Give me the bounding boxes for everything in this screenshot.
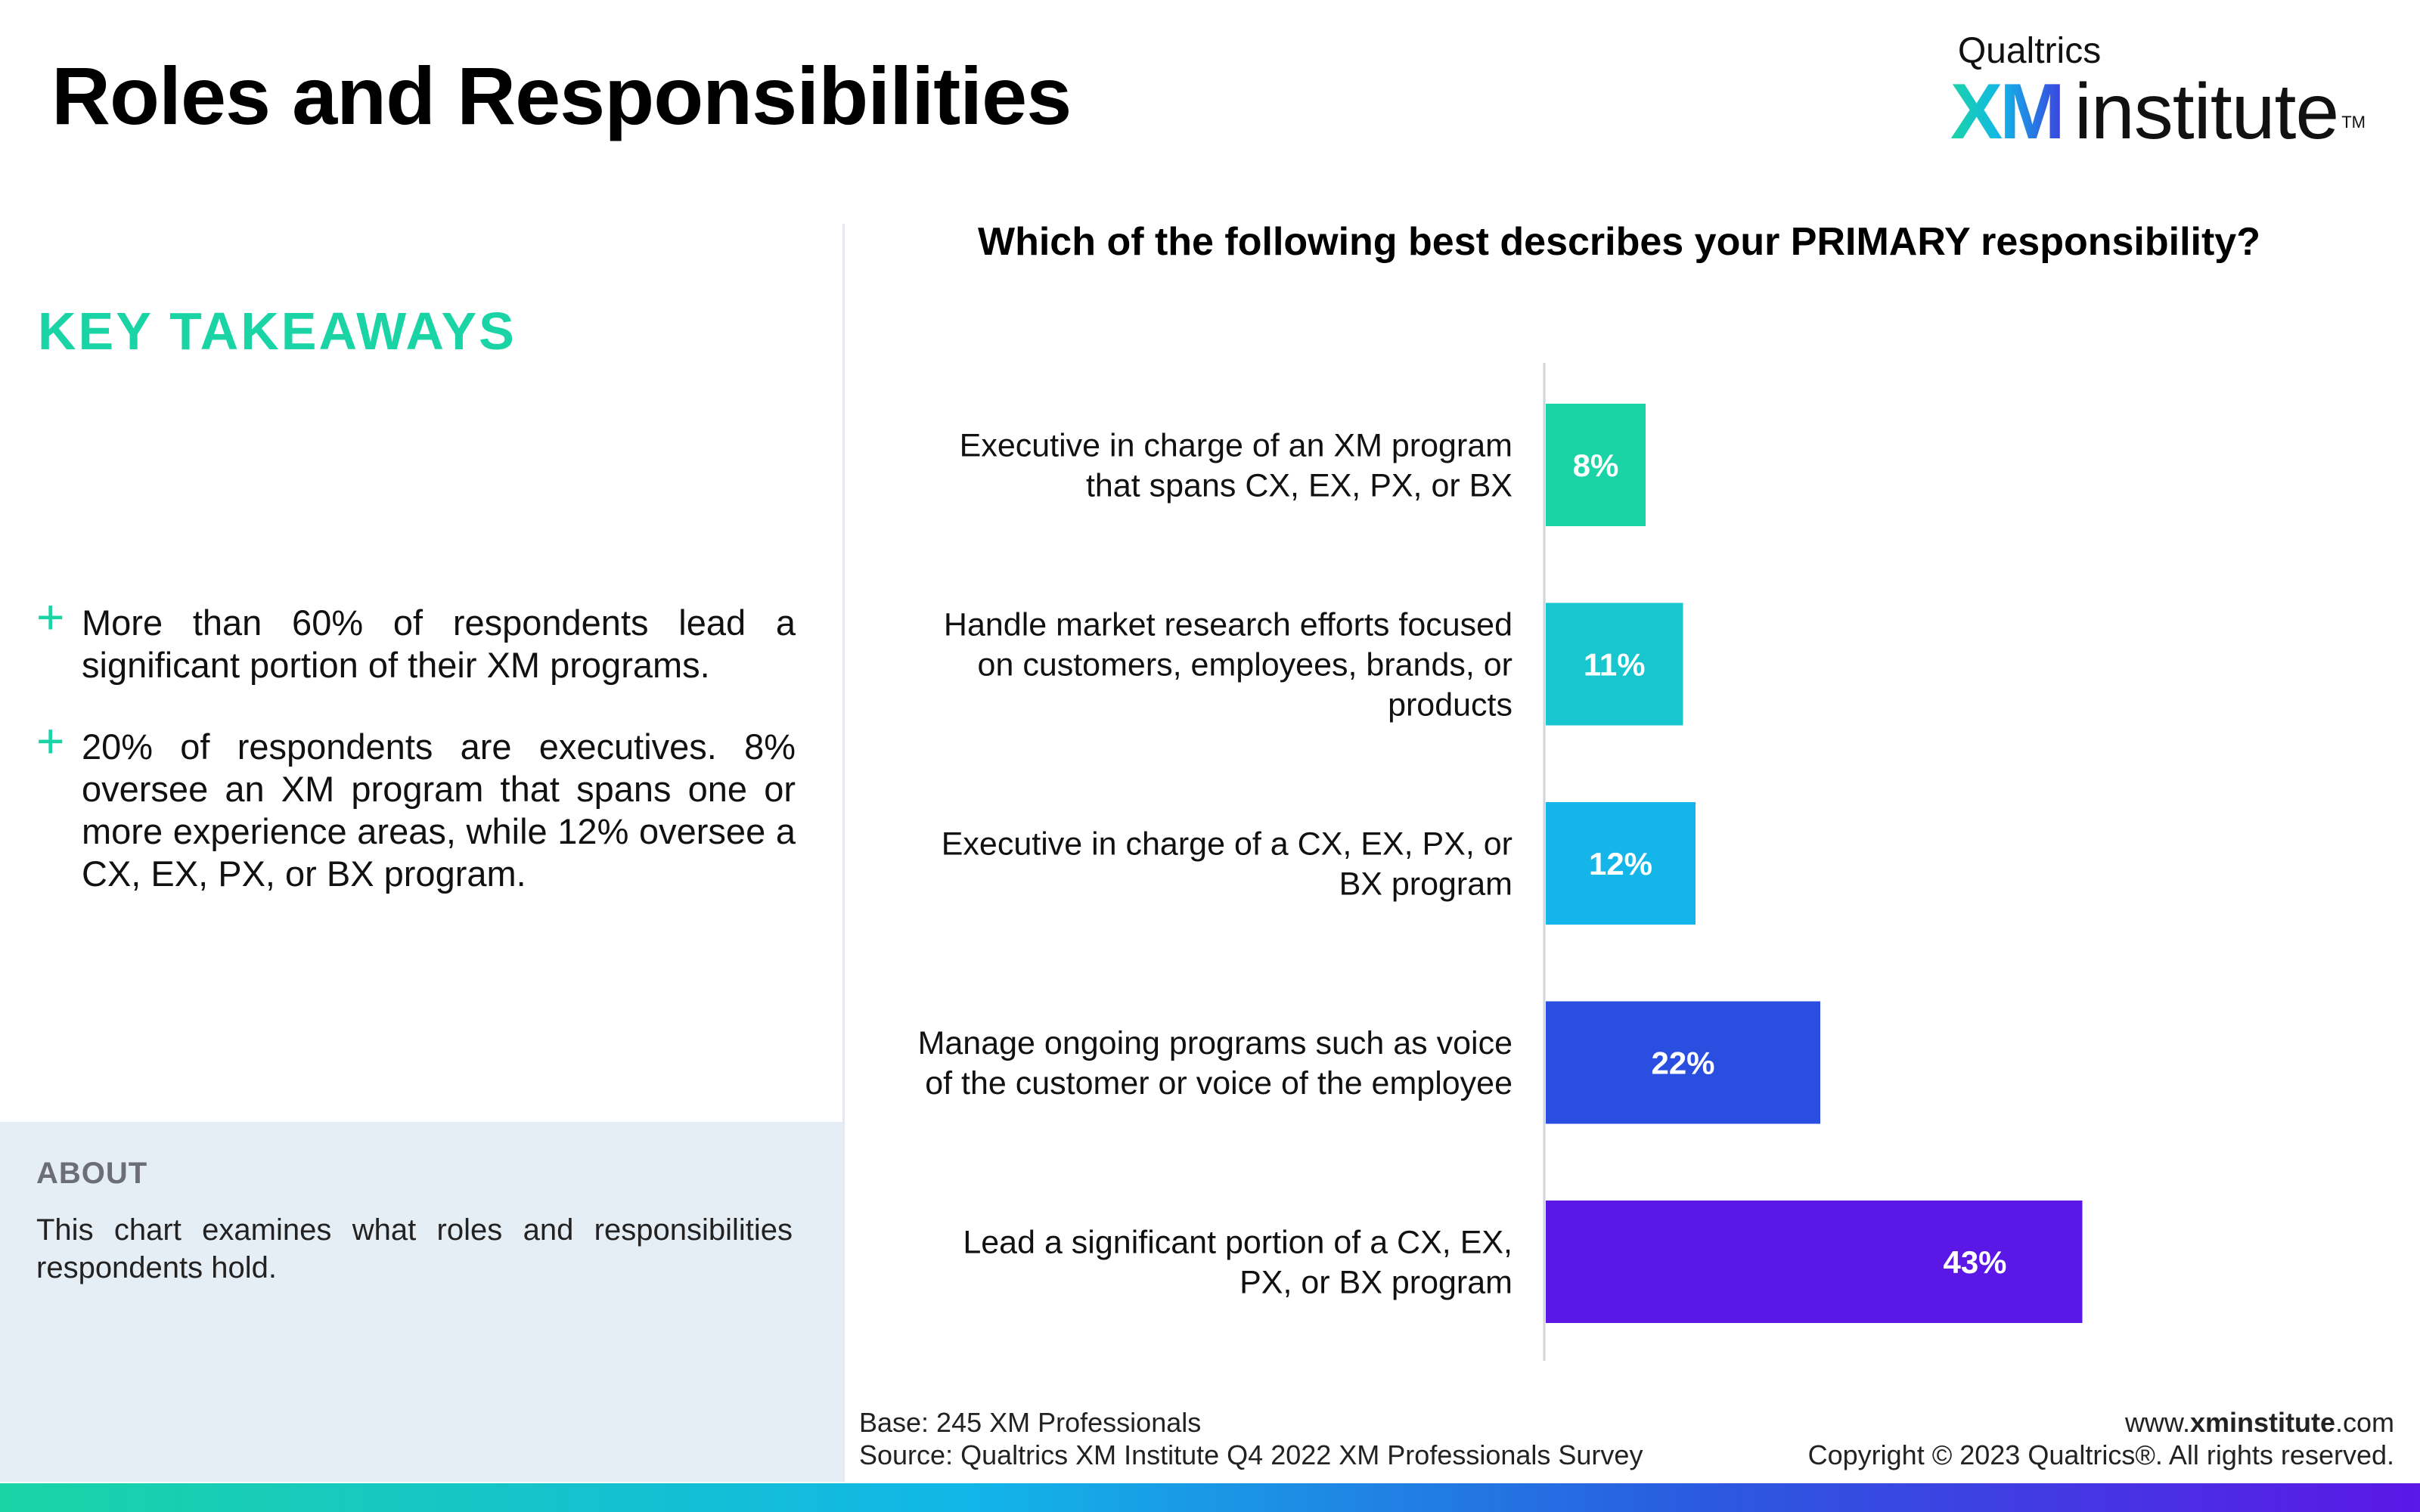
category-label: that spans CX, EX, PX, or BX: [1086, 468, 1512, 504]
panel-divider: [842, 224, 845, 1482]
bar: [1546, 1001, 1820, 1124]
takeaway-text: More than 60% of respondents lead a sign…: [82, 603, 796, 685]
footer-url: www.xminstitute.com: [1808, 1406, 2394, 1439]
chart-title: Which of the following best describes yo…: [978, 220, 2260, 264]
category-label: PX, or BX program: [1239, 1265, 1512, 1301]
about-panel: ABOUT This chart examines what roles and…: [0, 1122, 842, 1482]
plus-icon: +: [36, 590, 65, 644]
about-heading: ABOUT: [36, 1157, 148, 1190]
footer-url-suffix: .com: [2335, 1407, 2394, 1438]
category-label: Executive in charge of an XM program: [960, 428, 1512, 464]
brand-xm-mark: XM: [1950, 68, 2065, 156]
takeaway-item: + 20% of respondents are executives. 8% …: [36, 717, 796, 895]
category-label: of the customer or voice of the employee: [925, 1065, 1512, 1101]
category-label: Handle market research efforts focused: [944, 607, 1512, 643]
category-label: Manage ongoing programs such as voice: [918, 1025, 1512, 1061]
category-label: BX program: [1339, 866, 1512, 903]
plus-icon: +: [36, 714, 65, 768]
bottom-gradient-bar: [0, 1483, 2420, 1512]
brand-logo: Qualtrics XM institute TM: [1950, 30, 2366, 162]
footer-notes: Base: 245 XM Professionals Source: Qualt…: [859, 1406, 1643, 1471]
footer-url-domain: xminstitute: [2189, 1407, 2335, 1438]
category-label: products: [1388, 687, 1512, 723]
footer-url-prefix: www.: [2124, 1407, 2190, 1438]
bar-data-label: 12%: [1589, 846, 1652, 881]
footer-legal: www.xminstitute.com Copyright © 2023 Qua…: [1808, 1406, 2394, 1471]
page-title: Roles and Responsibilities: [51, 50, 1072, 141]
brand-company: Qualtrics: [1957, 31, 2102, 71]
bar: [1546, 603, 1683, 726]
footer-copyright: Copyright © 2023 Qualtrics®. All rights …: [1807, 1439, 2394, 1470]
bar-data-label: 43%: [1943, 1244, 2006, 1280]
bar-data-label: 8%: [1573, 448, 1619, 483]
footer-base: Base: 245 XM Professionals: [859, 1407, 1202, 1438]
bar: [1546, 802, 1696, 925]
takeaway-item: + More than 60% of respondents lead a si…: [36, 593, 796, 686]
footer-source: Source: Qualtrics XM Institute Q4 2022 X…: [859, 1439, 1643, 1470]
bar-data-label: 22%: [1651, 1046, 1714, 1081]
brand-trademark: TM: [2341, 113, 2366, 132]
category-label: Executive in charge of a CX, EX, PX, or: [942, 826, 1512, 863]
category-label: on customers, employees, brands, or: [978, 647, 1512, 683]
takeaways-heading: KEY TAKEAWAYS: [38, 302, 517, 361]
about-text: This chart examines what roles and respo…: [36, 1213, 793, 1284]
responsibility-bar-chart: 8% Executive in charge of an XM program th…: [918, 363, 2083, 1361]
category-label: Lead a significant portion of a CX, EX,: [963, 1225, 1512, 1261]
bar: [1546, 1201, 2083, 1323]
takeaway-text: 20% of respondents are executives. 8% ov…: [82, 727, 796, 894]
brand-institute-word: institute: [2074, 68, 2339, 156]
bar-data-label: 11%: [1584, 647, 1646, 683]
bar: [1546, 404, 1646, 526]
